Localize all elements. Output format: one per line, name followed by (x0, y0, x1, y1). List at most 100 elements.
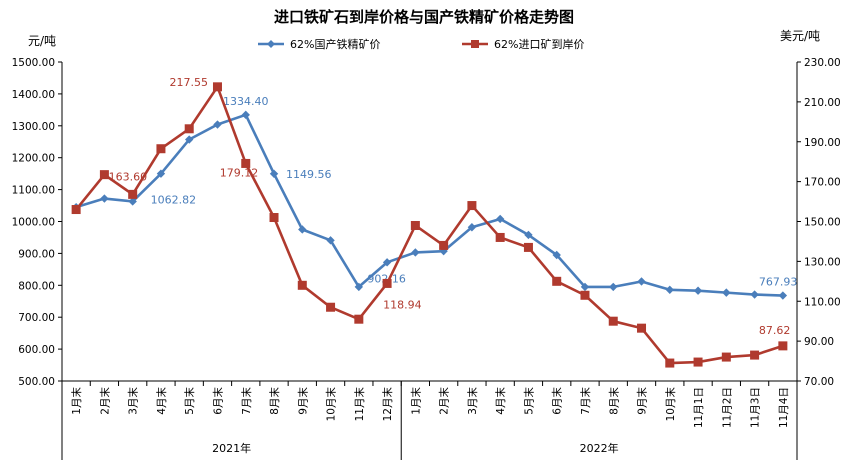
data-point (410, 220, 420, 230)
data-point (354, 314, 364, 324)
x-tick-label: 1月末 (70, 387, 83, 415)
y-right-tick-label: 210.00 (804, 97, 841, 109)
data-point (778, 341, 788, 351)
data-label: 767.93 (759, 276, 798, 289)
x-tick-label: 1月末 (409, 387, 422, 415)
data-point (523, 242, 533, 252)
data-point (722, 288, 731, 297)
data-point (665, 358, 675, 368)
x-tick-label: 11月3日 (750, 387, 762, 428)
x-tick-label: 11月2日 (721, 387, 733, 428)
x-tick-label: 3月末 (466, 387, 479, 415)
data-point (467, 201, 477, 211)
data-point (693, 357, 703, 367)
series-layer: 1062.821334.401149.56902.16767.93163.602… (71, 76, 798, 368)
data-point (608, 316, 618, 326)
y-left-tick-label: 1500.00 (12, 57, 55, 69)
legend: 62%国产铁精矿价 62%进口矿到岸价 (258, 37, 584, 51)
x-tick-label: 9月末 (636, 387, 649, 415)
group-label: 2021年 (212, 441, 251, 455)
data-point (326, 302, 336, 312)
data-label: 217.55 (169, 76, 208, 89)
y-right-tick-label: 130.00 (804, 256, 841, 268)
x-tick-label: 8月末 (268, 387, 281, 415)
x-tick-label: 5月末 (522, 387, 535, 415)
data-point (128, 197, 137, 206)
data-point (241, 158, 251, 168)
y-right-tick-label: 70.00 (804, 376, 834, 388)
axes: 500.00 600.00 700.00 800.00 900.00 1000.00 110… (12, 57, 841, 460)
legend-marker (471, 40, 479, 48)
x-tick-label: 4月末 (494, 387, 507, 415)
x-tick-label: 2月末 (98, 387, 111, 415)
x-tick-label: 10月末 (664, 387, 677, 422)
data-point (297, 280, 307, 290)
y-left-tick-label: 900.00 (18, 248, 55, 260)
data-point (637, 323, 647, 333)
x-tick-label: 11月1日 (693, 387, 705, 428)
y-right-tick-label: 190.00 (804, 137, 841, 149)
data-point (354, 282, 364, 292)
data-point (693, 286, 703, 295)
data-point (580, 282, 590, 292)
data-point (99, 170, 109, 180)
y-right-tick-label: 230.00 (804, 57, 841, 69)
data-point (721, 352, 731, 362)
y-axis-right-label: 美元/吨 (780, 29, 820, 43)
x-tick-label: 6月末 (551, 387, 564, 415)
x-tick-label: 11月末 (353, 387, 366, 422)
y-left-tick-label: 1300.00 (12, 121, 55, 133)
y-left-tick-label: 500.00 (18, 376, 55, 388)
data-label: 1062.82 (151, 193, 197, 206)
data-label: 1149.56 (286, 168, 332, 181)
data-point (467, 223, 477, 232)
y-left-tick-label: 1000.00 (12, 217, 55, 229)
x-tick-label: 10月末 (325, 387, 338, 422)
y-left-tick-label: 800.00 (18, 280, 55, 292)
x-tick-label: 5月末 (183, 387, 196, 415)
data-point (71, 205, 81, 215)
y-right-tick-label: 110.00 (804, 296, 841, 308)
y-left-tick-label: 600.00 (18, 344, 55, 356)
x-tick-label: 3月末 (127, 387, 140, 415)
data-point (156, 144, 166, 154)
data-point (609, 282, 618, 292)
x-tick-label: 9月末 (296, 387, 309, 415)
data-label: 1334.40 (223, 95, 269, 108)
y-left-tick-label: 1200.00 (12, 153, 55, 165)
data-label: 87.62 (759, 324, 791, 337)
data-point (580, 290, 590, 300)
x-tick-label: 7月末 (579, 387, 592, 415)
legend-label: 62%国产铁精矿价 (290, 37, 380, 51)
group-label: 2022年 (580, 441, 619, 455)
data-point (100, 194, 109, 203)
data-point (241, 110, 250, 120)
data-point (552, 276, 562, 286)
data-point (495, 214, 505, 224)
data-point (411, 248, 420, 257)
data-point (778, 291, 788, 300)
y-right-tick-label: 170.00 (804, 177, 841, 189)
data-point (269, 213, 279, 223)
data-label: 163.60 (109, 170, 148, 183)
y-right-tick-label: 150.00 (804, 217, 841, 229)
data-point (382, 258, 392, 267)
data-point (637, 277, 646, 286)
y-left-tick-label: 1400.00 (12, 89, 55, 101)
legend-label: 62%进口矿到岸价 (494, 38, 584, 51)
data-point (326, 236, 335, 245)
data-point (495, 232, 505, 242)
data-point (665, 285, 674, 294)
x-tick-label: 2月末 (438, 387, 451, 415)
x-tick-label: 12月末 (381, 387, 394, 422)
legend-marker (267, 40, 275, 48)
data-point (439, 240, 449, 250)
x-tick-label: 6月末 (211, 387, 224, 415)
data-point (185, 135, 194, 144)
data-label: 179.12 (220, 166, 259, 179)
x-tick-label: 7月末 (240, 387, 253, 415)
data-point (298, 225, 307, 234)
series-line (75, 113, 783, 297)
chart-title: 进口铁矿石到岸价格与国产铁精矿价格走势图 (274, 8, 574, 26)
